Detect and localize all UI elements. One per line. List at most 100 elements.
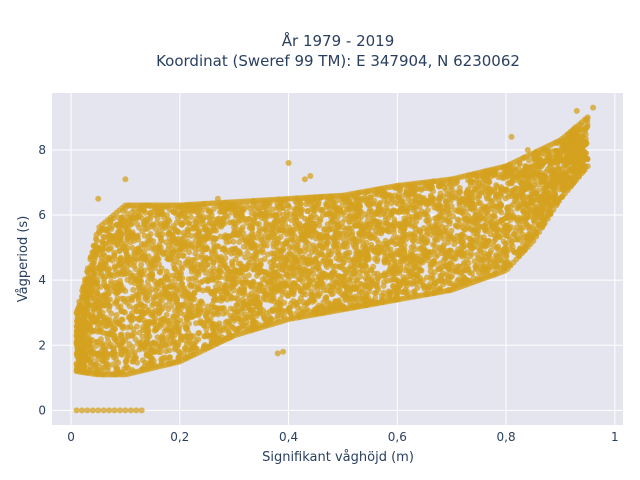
scatter-point bbox=[135, 284, 142, 291]
scatter-point bbox=[181, 346, 188, 352]
scatter-point bbox=[208, 270, 215, 277]
scatter-point bbox=[185, 220, 192, 227]
scatter-point bbox=[215, 273, 222, 280]
scatter-point bbox=[446, 192, 453, 199]
scatter-point bbox=[267, 308, 273, 315]
scatter-point bbox=[179, 280, 185, 287]
scatter-point bbox=[346, 225, 353, 232]
scatter-point bbox=[416, 228, 423, 235]
scatter-point bbox=[453, 264, 459, 271]
scatter-point bbox=[404, 289, 411, 295]
scatter-point bbox=[203, 326, 210, 333]
scatter-point bbox=[408, 231, 415, 238]
scatter-point bbox=[97, 283, 104, 290]
scatter-point bbox=[236, 300, 243, 307]
scatter-point bbox=[80, 310, 87, 317]
scatter-point bbox=[401, 215, 408, 222]
scatter-point bbox=[142, 209, 149, 216]
scatter-point bbox=[353, 243, 360, 250]
scatter-point bbox=[150, 357, 157, 364]
scatter-point bbox=[91, 306, 98, 313]
scatter-point bbox=[184, 209, 191, 215]
scatter-point bbox=[445, 253, 452, 259]
scatter-point bbox=[199, 278, 206, 285]
scatter-point bbox=[448, 187, 455, 194]
scatter-point bbox=[286, 224, 293, 231]
scatter-point bbox=[139, 357, 146, 364]
scatter-point bbox=[270, 292, 276, 299]
scatter-point bbox=[458, 231, 465, 238]
scatter-point bbox=[116, 342, 123, 349]
scatter-point bbox=[193, 277, 199, 284]
scatter-point bbox=[225, 275, 232, 282]
scatter-point bbox=[423, 217, 430, 224]
scatter-point bbox=[150, 222, 157, 229]
scatter-point bbox=[440, 246, 447, 253]
scatter-point bbox=[486, 190, 493, 197]
scatter-point bbox=[245, 233, 252, 240]
scatter-point bbox=[200, 244, 206, 251]
scatter-point bbox=[100, 358, 107, 365]
scatter-point bbox=[146, 288, 153, 295]
scatter-point bbox=[170, 284, 177, 291]
scatter-point bbox=[116, 247, 123, 254]
scatter-point bbox=[509, 243, 516, 250]
scatter-point bbox=[271, 286, 278, 292]
scatter-point bbox=[87, 336, 93, 342]
scatter-point bbox=[310, 242, 317, 249]
scatter-point bbox=[429, 261, 436, 268]
scatter-point bbox=[329, 283, 336, 290]
scatter-point bbox=[349, 229, 356, 236]
scatter-point bbox=[351, 220, 358, 227]
scatter-point bbox=[305, 207, 311, 214]
scatter-point bbox=[144, 278, 151, 285]
scatter-point bbox=[142, 295, 149, 302]
scatter-point bbox=[75, 316, 82, 323]
scatter-point bbox=[378, 230, 385, 237]
scatter-point bbox=[253, 248, 260, 255]
scatter-point bbox=[162, 273, 169, 280]
scatter-point bbox=[252, 286, 259, 293]
scatter-point bbox=[194, 307, 201, 314]
scatter-point bbox=[464, 201, 471, 208]
scatter-point bbox=[110, 349, 117, 356]
scatter-point bbox=[156, 310, 163, 317]
scatter-point bbox=[401, 246, 408, 253]
scatter-point bbox=[446, 220, 453, 227]
scatter-point bbox=[136, 315, 143, 322]
scatter-point bbox=[211, 225, 218, 232]
scatter-point bbox=[159, 289, 165, 296]
scatter-point bbox=[293, 301, 300, 308]
scatter-point bbox=[93, 237, 100, 244]
scatter-point bbox=[102, 226, 109, 232]
scatter-point bbox=[455, 246, 462, 253]
scatter-point bbox=[507, 203, 514, 210]
scatter-point bbox=[370, 220, 377, 226]
scatter-point bbox=[454, 278, 461, 285]
scatter-point bbox=[231, 266, 238, 273]
scatter-point bbox=[391, 216, 398, 223]
scatter-point bbox=[257, 309, 264, 316]
scatter-point bbox=[259, 249, 266, 256]
scatter-point bbox=[282, 241, 288, 248]
scatter-point bbox=[405, 191, 412, 198]
scatter-point bbox=[155, 244, 162, 250]
scatter-point bbox=[263, 296, 270, 303]
scatter-point bbox=[221, 220, 228, 227]
scatter-point bbox=[329, 234, 336, 241]
scatter-point bbox=[343, 231, 350, 238]
scatter-point bbox=[327, 259, 334, 265]
scatter-point bbox=[269, 229, 276, 236]
scatter-point bbox=[261, 242, 267, 249]
scatter-point bbox=[163, 311, 170, 318]
scatter-point bbox=[314, 280, 321, 287]
scatter-point bbox=[565, 152, 572, 159]
scatter-point bbox=[244, 249, 251, 256]
scatter-point bbox=[387, 246, 394, 253]
scatter-point bbox=[392, 241, 399, 248]
scatter-point bbox=[479, 224, 486, 231]
scatter-point bbox=[117, 277, 124, 284]
scatter-point bbox=[282, 267, 289, 274]
scatter-point bbox=[226, 233, 233, 240]
scatter-point bbox=[269, 206, 276, 213]
